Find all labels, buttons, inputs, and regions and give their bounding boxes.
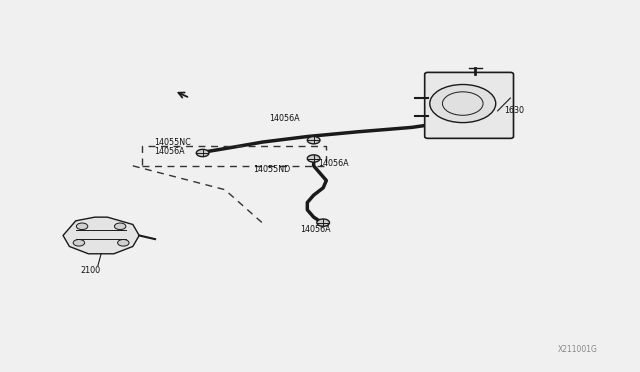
Text: 14056A: 14056A <box>154 147 184 156</box>
Circle shape <box>307 155 320 162</box>
Text: 2100: 2100 <box>80 266 100 275</box>
Circle shape <box>76 223 88 230</box>
Text: 14056A: 14056A <box>300 225 330 234</box>
Circle shape <box>307 137 320 144</box>
Text: 14055NC: 14055NC <box>154 138 191 147</box>
Polygon shape <box>63 217 139 254</box>
Circle shape <box>73 240 84 246</box>
Text: 1630: 1630 <box>504 106 524 115</box>
Circle shape <box>118 240 129 246</box>
Text: X211001G: X211001G <box>558 344 598 353</box>
Circle shape <box>317 219 330 226</box>
Text: 14056A: 14056A <box>269 114 300 123</box>
Circle shape <box>115 223 126 230</box>
Text: 14056A: 14056A <box>318 159 349 168</box>
Circle shape <box>429 84 496 123</box>
Circle shape <box>196 149 209 157</box>
Text: 14055ND: 14055ND <box>253 166 291 174</box>
FancyBboxPatch shape <box>425 73 513 138</box>
